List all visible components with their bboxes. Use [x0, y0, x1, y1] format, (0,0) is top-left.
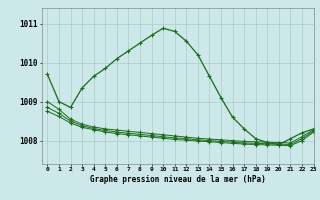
X-axis label: Graphe pression niveau de la mer (hPa): Graphe pression niveau de la mer (hPa) [90, 175, 266, 184]
